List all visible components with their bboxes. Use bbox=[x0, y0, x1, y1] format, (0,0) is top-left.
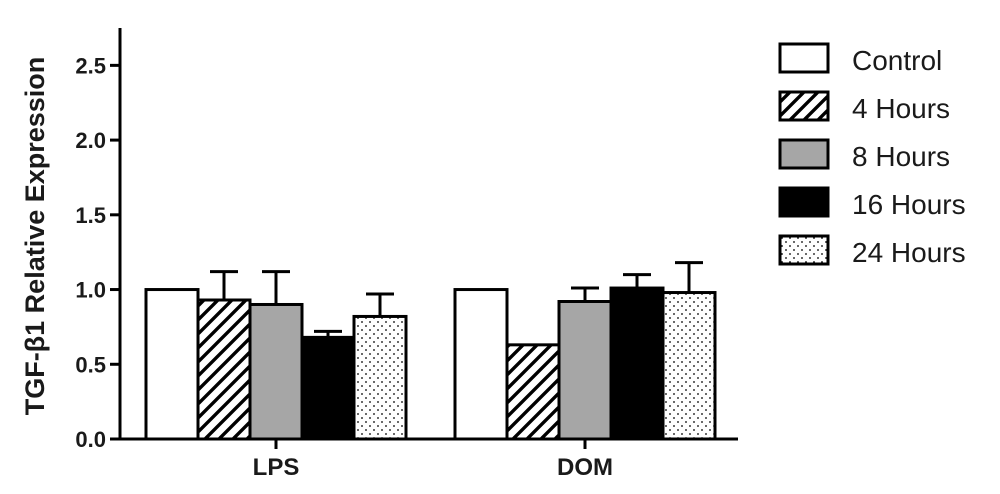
y-tick-label: 1.0 bbox=[75, 278, 106, 303]
legend-label: 4 Hours bbox=[852, 93, 950, 124]
legend-swatch bbox=[778, 42, 830, 74]
legend-swatch bbox=[778, 90, 830, 122]
legend-swatch bbox=[778, 234, 830, 266]
y-axis-title: TGF-β1 Relative Expression bbox=[20, 57, 50, 416]
bar-lps-16-hours bbox=[300, 335, 356, 441]
bar-dom-16-hours bbox=[609, 286, 665, 441]
legend: Control 4 Hours 8 Hours 16 Hours 24 Hours bbox=[778, 42, 966, 268]
bar-dom-control bbox=[453, 288, 509, 441]
x-category-label: DOM bbox=[557, 454, 613, 481]
bar-dom-8-hours bbox=[557, 300, 613, 441]
y-tick-label: 2.0 bbox=[75, 128, 106, 153]
bar-lps-4-hours bbox=[196, 298, 252, 441]
bar-lps-control bbox=[144, 288, 200, 441]
legend-swatch bbox=[778, 138, 830, 170]
bar-lps-24-hours bbox=[352, 314, 408, 441]
legend-label: 8 Hours bbox=[852, 141, 950, 172]
bar-dom-4-hours bbox=[505, 343, 561, 441]
y-tick-label: 0.5 bbox=[75, 352, 106, 377]
plot-area: 0.0 0.5 1.0 1.5 2.0 2.5 TGF-β1 Relative Expres… bbox=[20, 28, 738, 481]
bar-lps-8-hours bbox=[248, 302, 304, 441]
legend-label: 24 Hours bbox=[852, 237, 966, 268]
y-tick-label: 1.5 bbox=[75, 203, 106, 228]
y-tick-label: 0.0 bbox=[75, 427, 106, 452]
legend-label: Control bbox=[852, 45, 942, 76]
y-tick-label: 2.5 bbox=[75, 53, 106, 78]
bar-dom-24-hours bbox=[661, 291, 717, 441]
x-category-label: LPS bbox=[253, 454, 300, 481]
legend-label: 16 Hours bbox=[852, 189, 966, 220]
legend-swatch bbox=[778, 186, 830, 218]
